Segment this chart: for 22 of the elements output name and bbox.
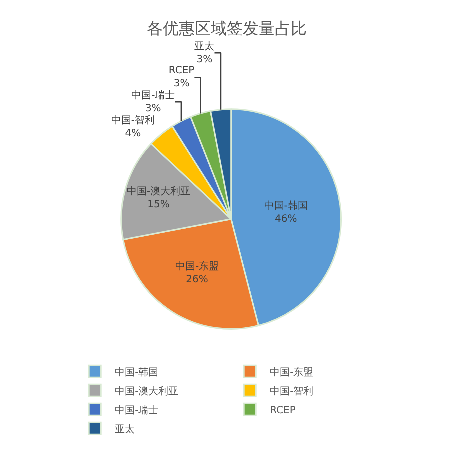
data-label: 4%	[125, 128, 142, 140]
slice-label: 中国-瑞士	[132, 90, 176, 102]
legend-label: 中国-澳大利亚	[115, 386, 179, 398]
slice-label: 中国-东盟	[175, 260, 220, 272]
data-label: 26%	[186, 274, 208, 286]
slice-label: 亚太	[194, 40, 215, 53]
data-label: 3%	[174, 78, 190, 90]
legend-label: 中国-东盟	[270, 366, 314, 379]
slice-label: 中国-韩国	[264, 200, 308, 212]
legend-label: 中国-瑞士	[115, 404, 159, 417]
legend-label: 亚太	[115, 424, 136, 436]
legend-label: 中国-韩国	[115, 366, 159, 379]
slice-label: 中国-澳大利亚	[126, 186, 191, 198]
data-label: 3%	[196, 54, 213, 66]
slice-label: RCEP	[168, 66, 195, 77]
legend-label: 中国-智利	[270, 386, 314, 398]
data-label: 15%	[148, 200, 170, 211]
legend-label: RCEP	[270, 406, 296, 417]
data-label: 3%	[145, 104, 162, 115]
slice-label: 中国-智利	[111, 114, 156, 127]
chart-title: 各优惠区域签发量占比	[147, 18, 307, 38]
data-label: 46%	[274, 214, 298, 225]
